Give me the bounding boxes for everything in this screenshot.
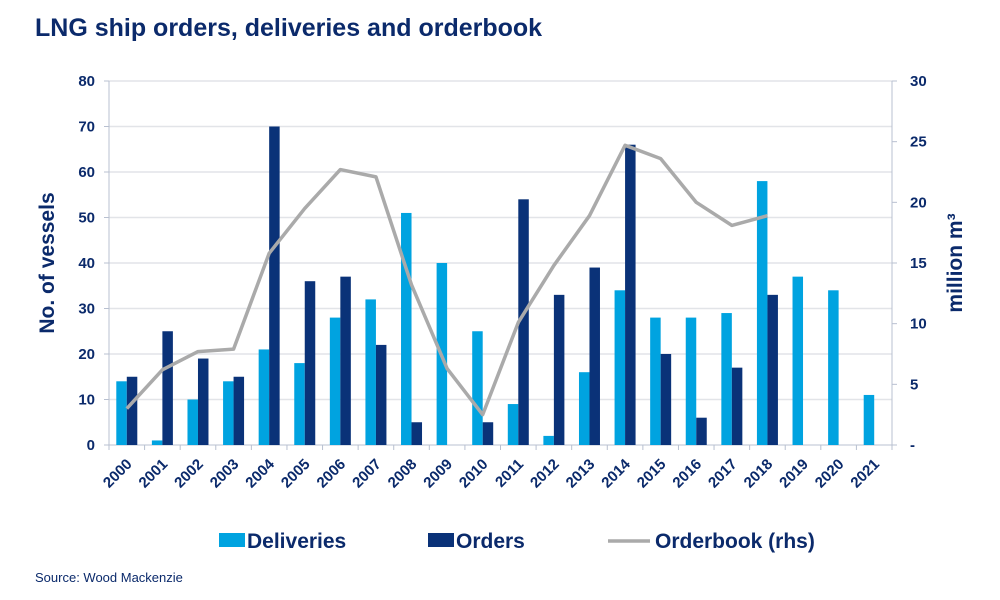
- y2-tick-label: 10: [910, 316, 927, 333]
- orders-bar: [767, 294, 778, 445]
- y2-tick-label: 30: [910, 73, 927, 90]
- x-tick-label: 2006: [314, 456, 350, 492]
- x-tick-label: 2013: [563, 456, 599, 492]
- orders-bar: [340, 276, 351, 445]
- y2-tick-label: 25: [910, 134, 927, 151]
- y-tick-label: 50: [78, 210, 95, 227]
- orders-bar: [553, 294, 565, 445]
- orders-bar: [660, 354, 672, 445]
- orderbook-line: [125, 143, 768, 417]
- y-axis-title: No. of vessels: [36, 192, 59, 333]
- x-tick-label: 2018: [741, 456, 777, 492]
- orders-bar: [197, 358, 209, 445]
- x-tick-label: 2011: [492, 456, 527, 491]
- deliveries-bar: [578, 372, 590, 445]
- orders-bar: [269, 126, 280, 445]
- orders-bar: [126, 376, 138, 445]
- x-tick-label: 2020: [812, 456, 848, 492]
- orders-bar: [696, 417, 707, 445]
- orders-bar: [375, 344, 387, 445]
- x-tick-label: 2012: [527, 456, 563, 492]
- deliveries-bar: [223, 381, 234, 445]
- y2-tick-label: 5: [910, 376, 918, 393]
- x-tick-label: 2000: [100, 456, 136, 492]
- x-tick-label: 2021: [847, 456, 883, 492]
- x-tick-label: 2002: [171, 456, 207, 492]
- y2-tick-label: 15: [910, 255, 927, 272]
- deliveries-bar: [685, 317, 697, 445]
- y2-tick-label: -: [910, 437, 915, 454]
- x-tick-label: 2016: [669, 456, 705, 492]
- source-note: Source: Wood Mackenzie: [35, 570, 183, 585]
- deliveries-bar: [258, 349, 270, 445]
- y-tick-label: 10: [78, 392, 95, 409]
- x-tick-label: 2001: [136, 456, 172, 492]
- y-tick-label: 30: [78, 301, 95, 318]
- legend-swatch-orders: [428, 533, 454, 547]
- deliveries-bar: [863, 394, 875, 445]
- deliveries-bar: [756, 181, 768, 445]
- y-tick-label: 20: [78, 346, 95, 363]
- deliveries-bar: [614, 290, 626, 445]
- y2-tick-label: 20: [910, 194, 927, 211]
- x-tick-label: 2008: [385, 456, 421, 492]
- orders-bar: [625, 144, 636, 445]
- x-tick-label: 2017: [705, 456, 741, 492]
- deliveries-bar: [187, 399, 198, 445]
- orders-bar: [518, 199, 529, 445]
- orders-bar: [162, 331, 173, 445]
- y2-axis-title: million m³: [944, 213, 967, 312]
- x-tick-label: 2010: [456, 456, 492, 492]
- deliveries-bar: [401, 212, 412, 445]
- deliveries-bar: [721, 313, 732, 445]
- x-tick-label: 2007: [349, 456, 385, 492]
- deliveries-bar: [507, 404, 519, 445]
- orders-bar: [233, 376, 245, 445]
- legend-swatch-deliveries: [219, 533, 245, 547]
- y-tick-label: 40: [78, 255, 95, 272]
- orders-bar: [411, 422, 423, 445]
- x-tick-label: 2019: [776, 456, 812, 492]
- deliveries-bar: [329, 317, 341, 445]
- legend-label: Orders: [456, 530, 525, 553]
- x-tick-label: 2003: [207, 456, 243, 492]
- orders-bar: [589, 267, 600, 445]
- deliveries-bar: [116, 381, 127, 445]
- orders-bar: [304, 281, 316, 445]
- orders-bar: [731, 367, 743, 445]
- y-tick-label: 80: [78, 73, 95, 90]
- y-tick-label: 0: [87, 437, 95, 454]
- chart-title: LNG ship orders, deliveries and orderboo…: [35, 14, 543, 42]
- legend-label: Orderbook (rhs): [655, 530, 815, 553]
- y-tick-label: 70: [78, 119, 95, 136]
- deliveries-bar: [472, 331, 483, 445]
- x-tick-label: 2015: [634, 456, 670, 492]
- deliveries-bar: [828, 290, 839, 445]
- y-tick-label: 60: [78, 164, 95, 181]
- legend-label: Deliveries: [247, 530, 346, 553]
- x-tick-label: 2005: [278, 456, 314, 492]
- orders-bar: [482, 422, 494, 445]
- x-tick-label: 2009: [420, 456, 456, 492]
- x-tick-label: 2014: [598, 455, 634, 491]
- deliveries-bar: [294, 363, 305, 445]
- x-tick-label: 2004: [242, 455, 278, 491]
- deliveries-bar: [650, 317, 661, 445]
- deliveries-bar: [365, 299, 376, 445]
- deliveries-bar: [792, 276, 804, 445]
- deliveries-bar: [151, 440, 163, 445]
- deliveries-bar: [543, 435, 554, 445]
